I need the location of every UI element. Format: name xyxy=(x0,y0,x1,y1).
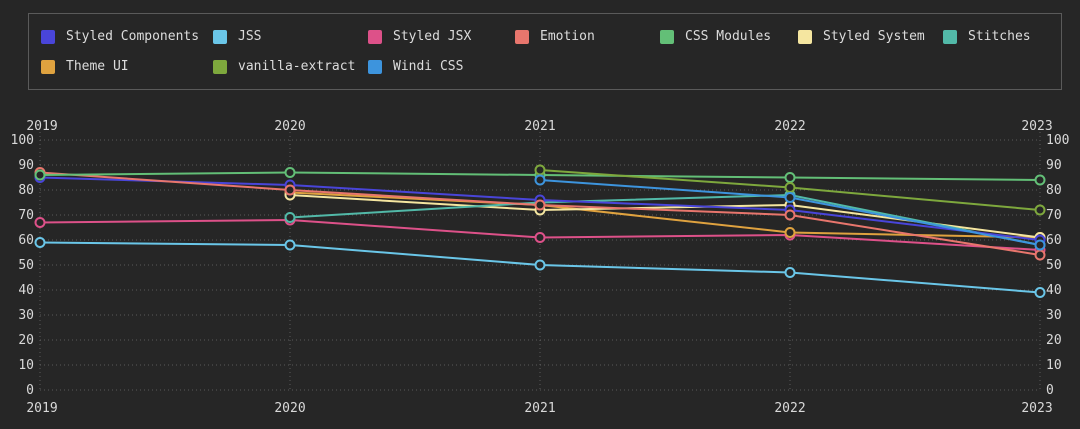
y-tick-right: 90 xyxy=(1046,158,1062,173)
x-tick-top: 2021 xyxy=(524,119,555,134)
x-tick-top: 2022 xyxy=(774,119,805,134)
legend-label: CSS Modules xyxy=(685,29,772,44)
y-tick-right: 70 xyxy=(1046,208,1062,223)
legend-swatch-icon xyxy=(213,29,227,44)
series-line xyxy=(289,194,1041,246)
data-point-vanilla-extract[interactable] xyxy=(784,182,796,193)
y-tick-right: 80 xyxy=(1046,183,1062,198)
legend-swatch-icon xyxy=(41,59,55,74)
data-point-vanilla-extract[interactable] xyxy=(534,164,546,176)
series-jss xyxy=(34,237,1046,298)
y-tick-left: 90 xyxy=(18,158,34,173)
y-tick-left: 50 xyxy=(18,258,34,273)
x-tick-bottom: 2021 xyxy=(524,401,555,416)
data-point-emotion[interactable] xyxy=(284,184,296,196)
y-tick-left: 70 xyxy=(18,208,34,223)
legend-label: Styled Components xyxy=(66,29,200,44)
legend-swatch-icon xyxy=(368,29,382,44)
data-point-jss[interactable] xyxy=(1034,287,1046,298)
series-line xyxy=(289,194,1041,239)
legend-label: Stitches xyxy=(968,29,1031,44)
y-tick-right: 50 xyxy=(1046,258,1062,273)
y-tick-left: 30 xyxy=(18,308,34,323)
legend-swatch-icon xyxy=(943,29,957,44)
legend-label: Emotion xyxy=(540,29,595,44)
y-tick-left: 60 xyxy=(18,233,34,248)
data-point-css-modules[interactable] xyxy=(34,169,46,181)
y-tick-left: 0 xyxy=(26,383,34,398)
x-tick-top: 2019 xyxy=(26,119,57,134)
x-tick-bottom: 2023 xyxy=(1021,401,1052,416)
legend-item-emotion[interactable]: Emotion xyxy=(515,29,660,44)
y-tick-right: 10 xyxy=(1046,358,1062,373)
legend-item-stitches[interactable]: Stitches xyxy=(943,29,1061,44)
legend-item-css-modules[interactable]: CSS Modules xyxy=(660,29,798,44)
legend-item-styled-components[interactable]: Styled Components xyxy=(41,29,213,44)
y-tick-left: 10 xyxy=(18,358,34,373)
data-point-css-modules[interactable] xyxy=(784,172,796,183)
y-tick-right: 0 xyxy=(1046,383,1054,398)
series-vanilla-extract xyxy=(534,164,1046,216)
data-point-styled-jsx[interactable] xyxy=(534,232,546,243)
legend-swatch-icon xyxy=(368,59,382,74)
legend-item-styled-system[interactable]: Styled System xyxy=(798,29,943,44)
legend: Styled Components JSS Styled JSX Emotion CSS… xyxy=(28,13,1062,90)
data-point-css-modules[interactable] xyxy=(1034,174,1046,186)
data-point-jss[interactable] xyxy=(284,239,296,251)
legend-swatch-icon xyxy=(515,29,529,44)
legend-label: Windi CSS xyxy=(393,59,464,74)
data-point-stitches[interactable] xyxy=(284,212,296,223)
y-tick-left: 40 xyxy=(18,283,34,298)
legend-swatch-icon xyxy=(660,29,674,44)
y-tick-left: 20 xyxy=(18,333,34,348)
y-tick-left: 100 xyxy=(11,133,34,148)
y-tick-right: 100 xyxy=(1046,133,1069,148)
y-tick-right: 40 xyxy=(1046,283,1062,298)
legend-item-windi-css[interactable]: Windi CSS xyxy=(368,59,515,74)
legend-label: JSS xyxy=(238,29,262,44)
legend-swatch-icon xyxy=(798,29,812,44)
data-point-jss[interactable] xyxy=(34,237,46,248)
data-point-windi-css[interactable] xyxy=(784,192,796,203)
data-point-emotion[interactable] xyxy=(784,209,796,221)
y-tick-left: 80 xyxy=(18,183,34,198)
x-tick-bottom: 2019 xyxy=(26,401,57,416)
data-point-styled-jsx[interactable] xyxy=(34,217,46,228)
legend-label: vanilla-extract xyxy=(238,59,356,74)
x-tick-top: 2023 xyxy=(1021,119,1052,134)
legend-label: Theme UI xyxy=(66,59,129,74)
data-point-css-modules[interactable] xyxy=(284,167,296,178)
x-tick-bottom: 2020 xyxy=(274,401,305,416)
series-windi-css xyxy=(534,174,1046,251)
x-tick-top: 2020 xyxy=(274,119,305,134)
legend-item-vanilla-extract[interactable]: vanilla-extract xyxy=(213,59,368,74)
data-point-theme-ui[interactable] xyxy=(784,227,796,238)
data-point-windi-css[interactable] xyxy=(534,174,546,186)
legend-item-jss[interactable]: JSS xyxy=(213,29,368,44)
data-point-jss[interactable] xyxy=(534,259,546,271)
data-point-vanilla-extract[interactable] xyxy=(1034,204,1046,216)
data-point-windi-css[interactable] xyxy=(1034,239,1046,251)
data-point-jss[interactable] xyxy=(784,267,796,278)
y-tick-right: 20 xyxy=(1046,333,1062,348)
data-point-emotion[interactable] xyxy=(1034,249,1046,261)
legend-label: Styled System xyxy=(823,29,925,44)
legend-item-styled-jsx[interactable]: Styled JSX xyxy=(368,29,515,44)
x-tick-bottom: 2022 xyxy=(774,401,805,416)
data-point-emotion[interactable] xyxy=(534,199,546,211)
legend-item-theme-ui[interactable]: Theme UI xyxy=(41,59,213,74)
legend-label: Styled JSX xyxy=(393,29,472,44)
y-tick-right: 30 xyxy=(1046,308,1062,323)
legend-swatch-icon xyxy=(41,29,55,44)
y-tick-right: 60 xyxy=(1046,233,1062,248)
legend-swatch-icon xyxy=(213,59,227,74)
